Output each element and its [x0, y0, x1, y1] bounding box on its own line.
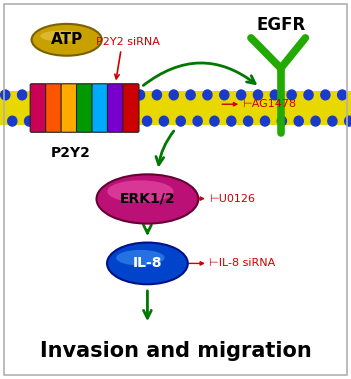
- Circle shape: [75, 116, 84, 126]
- Circle shape: [186, 90, 195, 100]
- Circle shape: [176, 116, 185, 126]
- Text: ERK1/2: ERK1/2: [120, 192, 175, 206]
- Circle shape: [338, 90, 347, 100]
- Circle shape: [92, 116, 101, 126]
- FancyBboxPatch shape: [46, 84, 62, 132]
- Circle shape: [270, 90, 279, 100]
- Bar: [0, 91, 351, 125]
- Ellipse shape: [107, 180, 173, 202]
- Circle shape: [193, 116, 202, 126]
- FancyBboxPatch shape: [30, 84, 46, 132]
- Circle shape: [85, 90, 94, 100]
- FancyArrowPatch shape: [143, 63, 255, 85]
- Ellipse shape: [116, 250, 165, 266]
- Circle shape: [311, 116, 320, 126]
- Circle shape: [34, 90, 44, 100]
- Circle shape: [328, 116, 337, 126]
- Circle shape: [119, 90, 128, 100]
- Text: P2Y2: P2Y2: [50, 147, 90, 160]
- Circle shape: [143, 116, 152, 126]
- Text: P2Y2 siRNA: P2Y2 siRNA: [96, 38, 160, 47]
- Text: ⊢U0126: ⊢U0126: [209, 194, 255, 204]
- Text: Invasion and migration: Invasion and migration: [40, 341, 311, 360]
- Circle shape: [135, 90, 145, 100]
- Ellipse shape: [40, 30, 82, 42]
- Ellipse shape: [107, 243, 188, 284]
- Text: ⊢IL-8 siRNA: ⊢IL-8 siRNA: [209, 258, 275, 268]
- FancyBboxPatch shape: [61, 84, 77, 132]
- FancyBboxPatch shape: [92, 84, 108, 132]
- Circle shape: [220, 90, 229, 100]
- Circle shape: [58, 116, 67, 126]
- Circle shape: [159, 116, 168, 126]
- Text: EGFR: EGFR: [256, 16, 305, 34]
- Circle shape: [1, 90, 10, 100]
- Circle shape: [227, 116, 236, 126]
- Circle shape: [51, 90, 60, 100]
- Circle shape: [18, 90, 27, 100]
- Circle shape: [244, 116, 253, 126]
- Circle shape: [237, 90, 246, 100]
- Ellipse shape: [97, 174, 198, 224]
- Circle shape: [210, 116, 219, 126]
- Circle shape: [41, 116, 51, 126]
- Text: IL-8: IL-8: [133, 257, 162, 270]
- Circle shape: [68, 90, 77, 100]
- FancyArrowPatch shape: [156, 131, 174, 165]
- Circle shape: [25, 116, 34, 126]
- Circle shape: [126, 116, 135, 126]
- Circle shape: [109, 116, 118, 126]
- Text: ⊢AG1478: ⊢AG1478: [242, 99, 296, 109]
- Circle shape: [253, 90, 263, 100]
- Ellipse shape: [32, 24, 102, 56]
- Circle shape: [169, 90, 178, 100]
- Circle shape: [294, 116, 303, 126]
- Circle shape: [102, 90, 111, 100]
- Circle shape: [8, 116, 17, 126]
- Circle shape: [203, 90, 212, 100]
- FancyBboxPatch shape: [77, 84, 93, 132]
- Circle shape: [304, 90, 313, 100]
- Circle shape: [277, 116, 286, 126]
- FancyBboxPatch shape: [123, 84, 139, 132]
- FancyBboxPatch shape: [107, 84, 124, 132]
- Circle shape: [287, 90, 296, 100]
- Circle shape: [260, 116, 270, 126]
- Text: ATP: ATP: [51, 32, 83, 47]
- Circle shape: [152, 90, 161, 100]
- Circle shape: [345, 116, 351, 126]
- Circle shape: [321, 90, 330, 100]
